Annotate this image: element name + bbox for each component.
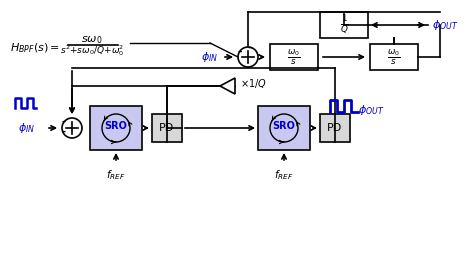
Text: $\phi_{OUT}$: $\phi_{OUT}$ xyxy=(358,103,384,117)
Text: $\frac{\omega_0}{s}$: $\frac{\omega_0}{s}$ xyxy=(287,47,301,67)
Polygon shape xyxy=(220,78,235,94)
Text: $s^2{+}s\omega_0/Q{+}\omega_0^2$: $s^2{+}s\omega_0/Q{+}\omega_0^2$ xyxy=(60,44,124,59)
FancyBboxPatch shape xyxy=(320,12,368,38)
Text: $s\omega_0$: $s\omega_0$ xyxy=(81,34,103,46)
FancyBboxPatch shape xyxy=(258,106,310,150)
Text: -: - xyxy=(248,43,252,53)
FancyBboxPatch shape xyxy=(90,106,142,150)
FancyBboxPatch shape xyxy=(370,44,418,70)
Text: -: - xyxy=(62,117,66,127)
Text: -: - xyxy=(237,47,242,57)
Text: $\phi_{OUT}$: $\phi_{OUT}$ xyxy=(432,18,458,32)
Text: SRO: SRO xyxy=(105,121,128,131)
Text: SRO: SRO xyxy=(273,121,295,131)
FancyBboxPatch shape xyxy=(320,114,350,142)
Text: $f_{REF}$: $f_{REF}$ xyxy=(274,168,294,182)
Text: $\phi_{IN}$: $\phi_{IN}$ xyxy=(18,121,35,135)
Text: PD: PD xyxy=(159,123,174,133)
Text: $H_{BPF}(s)=$: $H_{BPF}(s)=$ xyxy=(10,41,60,55)
Text: -: - xyxy=(62,127,66,137)
FancyBboxPatch shape xyxy=(152,114,182,142)
Text: $f_{REF}$: $f_{REF}$ xyxy=(106,168,126,182)
Text: $\times 1/Q$: $\times 1/Q$ xyxy=(240,77,267,91)
Circle shape xyxy=(238,47,258,67)
FancyBboxPatch shape xyxy=(270,44,318,70)
Text: PD: PD xyxy=(328,123,343,133)
Text: $\phi_{IN}$: $\phi_{IN}$ xyxy=(201,50,219,64)
Text: $\frac{1}{Q}$: $\frac{1}{Q}$ xyxy=(339,14,348,36)
Circle shape xyxy=(62,118,82,138)
Text: $\frac{\omega_0}{s}$: $\frac{\omega_0}{s}$ xyxy=(387,47,401,67)
